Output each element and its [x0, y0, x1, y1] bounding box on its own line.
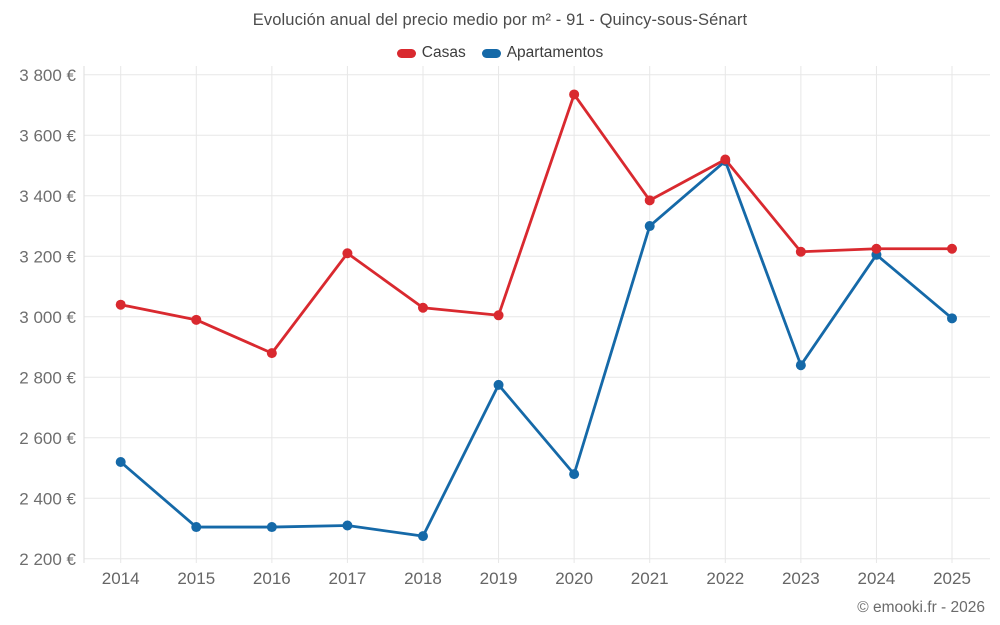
x-axis-label: 2024 — [858, 569, 896, 588]
data-point-casas-2015[interactable] — [191, 314, 202, 325]
x-axis-label: 2020 — [555, 569, 593, 588]
x-axis-label: 2022 — [706, 569, 744, 588]
casas-series-swatch — [396, 48, 416, 58]
chart-title: Evolución anual del precio medio por m² … — [252, 11, 748, 29]
x-axis-label: 2016 — [253, 569, 291, 588]
data-point-apartamentos-2021[interactable] — [644, 221, 655, 232]
legend-label-casas: Casas — [421, 44, 466, 61]
y-axis-label: 2 200 € — [19, 550, 76, 569]
data-point-casas-2023[interactable] — [795, 246, 806, 257]
y-axis-label: 3 200 € — [19, 247, 76, 266]
x-axis-label: 2018 — [404, 569, 442, 588]
x-axis-label: 2023 — [782, 569, 820, 588]
series-line-apartamentos — [119, 159, 954, 538]
data-point-casas-2018[interactable] — [417, 302, 428, 313]
data-point-apartamentos-2025[interactable] — [947, 313, 957, 324]
y-axis-label: 3 800 € — [19, 66, 76, 85]
data-point-casas-2024[interactable] — [871, 243, 882, 254]
x-axis-label: 2014 — [102, 569, 140, 588]
data-point-casas-2020[interactable] — [569, 89, 580, 100]
apartamentos-series-swatch — [481, 48, 501, 58]
y-axis-label: 2 400 € — [19, 489, 76, 508]
copyright-text: © emooki.fr - 2026 — [857, 599, 985, 616]
legend-label-apartamentos: Apartamentos — [506, 44, 604, 61]
data-point-apartamentos-2016[interactable] — [266, 522, 277, 533]
data-point-apartamentos-2019[interactable] — [493, 379, 504, 390]
y-axis-label: 2 600 € — [19, 429, 76, 448]
data-point-casas-2025[interactable] — [947, 243, 957, 254]
data-point-apartamentos-2014[interactable] — [115, 457, 126, 467]
data-point-casas-2017[interactable] — [342, 248, 353, 259]
data-point-apartamentos-2020[interactable] — [569, 469, 580, 480]
legend-item-casas[interactable]: Casas — [396, 44, 466, 62]
series-line-casas — [119, 93, 954, 355]
data-point-casas-2019[interactable] — [493, 310, 504, 321]
x-axis-label: 2021 — [631, 569, 669, 588]
legend-item-apartamentos[interactable]: Apartamentos — [481, 44, 604, 62]
data-point-casas-2022[interactable] — [720, 154, 731, 165]
data-point-apartamentos-2023[interactable] — [795, 360, 806, 371]
y-axis-label: 3 600 € — [19, 126, 76, 145]
x-axis-label: 2025 — [933, 569, 971, 588]
data-point-apartamentos-2018[interactable] — [417, 531, 428, 542]
data-point-apartamentos-2017[interactable] — [342, 520, 353, 531]
data-point-casas-2014[interactable] — [115, 299, 126, 310]
y-axis-label: 3 000 € — [19, 308, 76, 327]
y-axis-label: 2 800 € — [19, 368, 76, 387]
y-axis-label: 3 400 € — [19, 187, 76, 206]
x-axis-label: 2019 — [480, 569, 518, 588]
legend: Casas Apartamentos — [0, 44, 1000, 62]
data-point-casas-2021[interactable] — [644, 195, 655, 206]
x-axis-label: 2017 — [329, 569, 367, 588]
data-point-casas-2016[interactable] — [266, 348, 277, 359]
x-axis-label: 2015 — [177, 569, 215, 588]
data-point-apartamentos-2015[interactable] — [191, 522, 202, 533]
